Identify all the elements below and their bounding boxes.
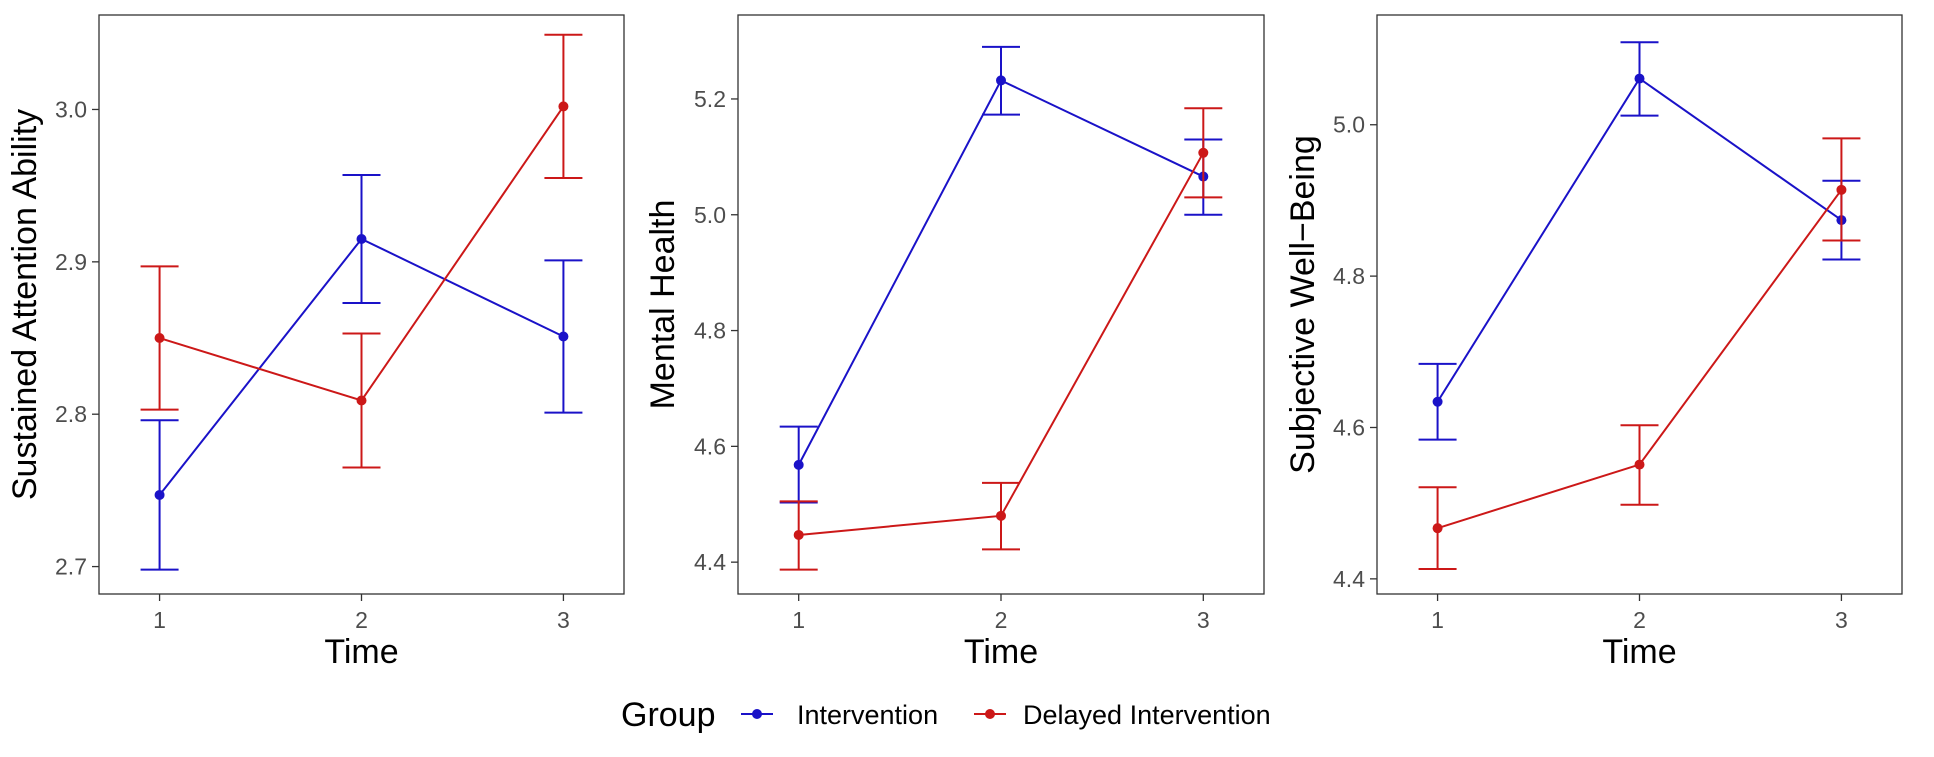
y-tick-label: 2.9 — [55, 249, 87, 275]
y-tick-label: 5.0 — [694, 202, 726, 228]
legend: Group Intervention Delayed Intervention — [621, 696, 1271, 734]
x-axis-title: Time — [1602, 633, 1676, 671]
series-intervention — [140, 173, 583, 571]
x-tick-label: 2 — [1633, 607, 1646, 633]
data-point — [996, 75, 1006, 86]
legend-key-point — [985, 709, 995, 719]
series-line — [1436, 77, 1842, 403]
y-tick-label: 4.4 — [694, 549, 726, 575]
legend-item-delayed-intervention: Delayed Intervention — [974, 700, 1271, 730]
series-delayed-intervention — [1418, 137, 1861, 571]
series-line — [797, 79, 1204, 466]
chart-panel-2: 4.4 4.6 4.8 5.0 5.2 1 2 3 Time Mental Health — [644, 14, 1265, 671]
y-tick-label: 4.6 — [694, 433, 726, 459]
x-tick-label: 3 — [1835, 607, 1848, 633]
data-point — [356, 395, 367, 406]
data-point — [996, 510, 1006, 521]
chart-panel-3: 4.4 4.6 4.8 5.0 1 2 3 Time Subjective Well−Being — [1284, 14, 1903, 671]
y-tick-label: 4.8 — [694, 318, 726, 344]
legend-label-delayed-intervention: Delayed Intervention — [1023, 700, 1271, 730]
panel-border — [98, 14, 625, 595]
y-tick-label: 5.0 — [1333, 112, 1365, 138]
y-tick-label: 4.4 — [1333, 566, 1365, 592]
data-point — [1634, 73, 1645, 84]
x-axis-title: Time — [324, 633, 398, 671]
x-axis-title: Time — [964, 633, 1038, 671]
legend-label-intervention: Intervention — [797, 700, 938, 730]
x-tick-label: 3 — [1197, 607, 1210, 633]
y-tick-label: 2.7 — [55, 554, 87, 580]
x-tick-label: 2 — [995, 607, 1008, 633]
y-tick-label: 2.8 — [55, 401, 87, 427]
chart-panel-1: 2.7 2.8 2.9 3.0 1 2 3 Time Sustained Attention A… — [6, 14, 625, 671]
data-point — [1634, 459, 1645, 470]
series-intervention — [1418, 41, 1861, 441]
y-tick-label: 3.0 — [55, 96, 87, 122]
series-intervention — [779, 45, 1223, 504]
legend-item-intervention: Intervention — [741, 700, 938, 730]
data-point — [558, 101, 569, 112]
data-point — [1836, 184, 1847, 195]
data-point — [1198, 147, 1209, 158]
y-tick-label: 4.8 — [1333, 263, 1365, 289]
x-tick-label: 3 — [557, 607, 570, 633]
y-axis-title: Mental Health — [644, 200, 682, 410]
y-axis-title: Subjective Well−Being — [1284, 135, 1322, 474]
x-tick-label: 1 — [792, 607, 805, 633]
series-delayed-intervention — [140, 33, 583, 469]
data-point — [1432, 523, 1443, 534]
x-tick-label: 1 — [1431, 607, 1444, 633]
data-point — [793, 529, 804, 540]
legend-key-point — [752, 709, 762, 719]
y-tick-label: 5.2 — [694, 86, 726, 112]
legend-title: Group — [621, 696, 716, 734]
data-point — [356, 233, 367, 244]
data-point — [154, 333, 165, 344]
series-delayed-intervention — [779, 107, 1223, 571]
y-tick-label: 4.6 — [1333, 414, 1365, 440]
y-axis-title: Sustained Attention Ability — [6, 109, 44, 500]
chart-panels: 2.7 2.8 2.9 3.0 1 2 3 Time Sustained Attention A… — [6, 14, 1903, 671]
x-tick-label: 1 — [153, 607, 166, 633]
data-point — [154, 489, 165, 500]
x-tick-label: 2 — [355, 607, 368, 633]
data-point — [793, 459, 804, 470]
data-point — [1432, 396, 1443, 407]
data-point — [558, 331, 569, 342]
series-line — [798, 152, 1205, 536]
